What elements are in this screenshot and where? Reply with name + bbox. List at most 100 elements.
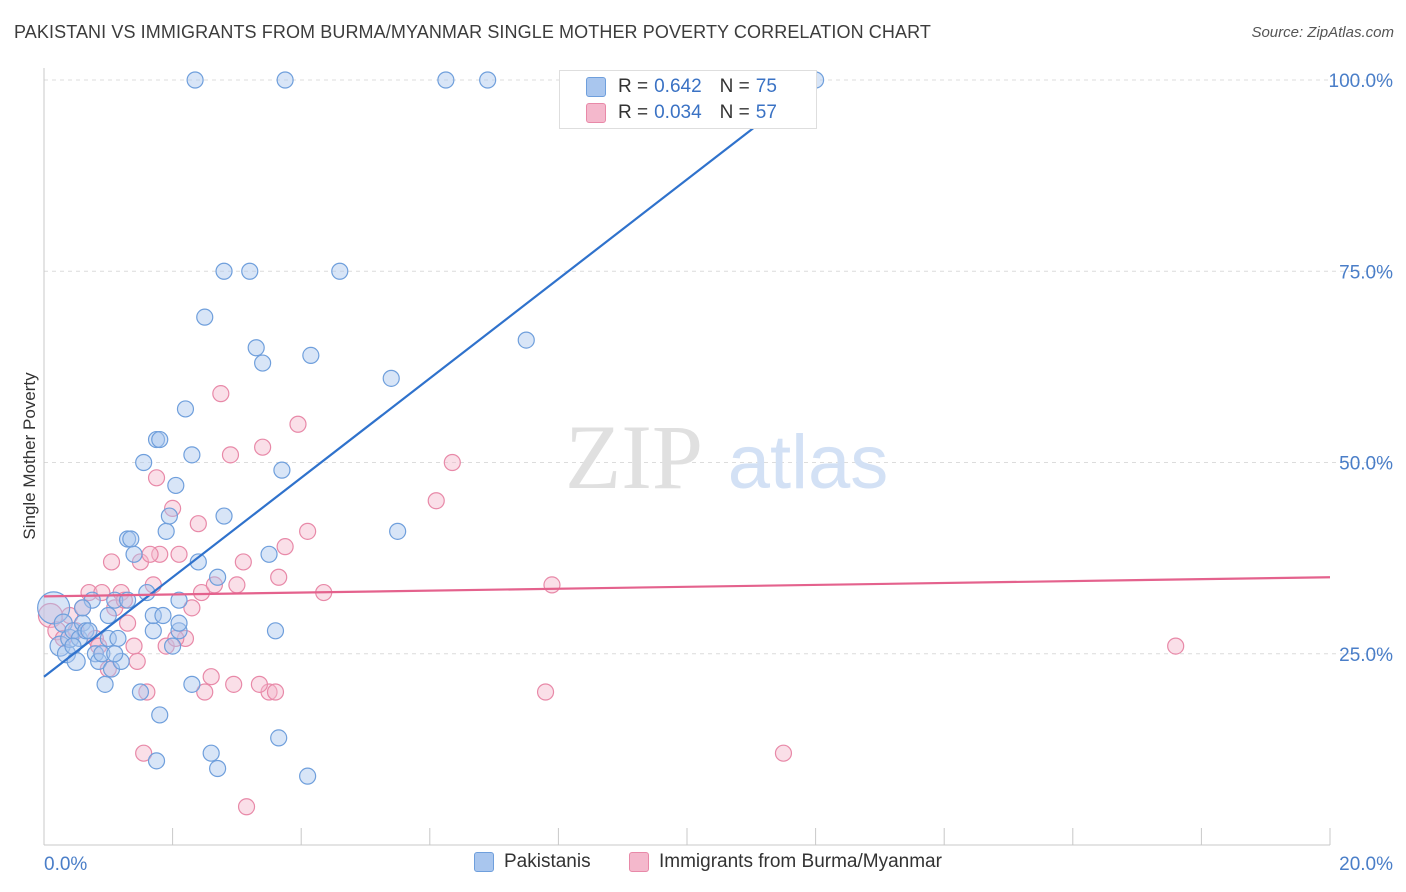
point-pakistanis [131,683,150,701]
point-pakistanis [209,759,227,778]
point-pakistanis [517,331,535,349]
y-axis-label: Single Mother Poverty [20,372,39,540]
legend-swatch-pink [629,852,649,872]
point-pakistanis [196,308,214,326]
point-burma [151,545,169,563]
x-tick-label: 20.0% [1339,854,1393,875]
watermark-zip: ZIP [565,406,703,508]
stats-n-label: N = [719,102,750,123]
y-tick-label: 100.0% [1329,71,1394,92]
point-pakistanis [276,71,294,89]
point-pakistanis [167,476,185,495]
stats-r-label: R = [618,76,649,97]
point-burma [147,469,166,487]
bottom-legend: Pakistanis Immigrants from Burma/Myanmar [0,851,1406,879]
point-burma [189,515,207,533]
point-pakistanis [151,430,169,449]
point-burma [183,599,201,617]
stats-r-value: 0.642 [654,76,702,97]
stats-n-label: N = [719,76,750,97]
point-burma [266,683,285,701]
point-pakistanis [160,507,178,525]
point-pakistanis [109,629,127,648]
stats-swatch-blue [586,77,606,97]
stats-n-value: 57 [755,102,777,123]
point-pakistanis [80,622,98,640]
point-pakistanis [73,599,92,617]
point-pakistanis [254,354,272,372]
point-burma [270,568,288,586]
point-pakistanis [99,606,117,625]
point-burma [774,744,793,762]
point-pakistanis [202,744,220,762]
tick-labels: 25.0% 50.0% 75.0% 100.0% 0.0% 20.0% [44,71,1393,875]
x-tick-label: 0.0% [44,854,87,875]
y-tick-label: 75.0% [1339,262,1393,283]
point-pakistanis [125,545,143,563]
trend-lines [43,79,1331,678]
legend-item-pakistanis[interactable]: Pakistanis [474,851,591,873]
point-pakistanis [122,530,140,548]
point-burma [225,675,243,693]
stats-row-burma: R = 0.034 N = 57 [586,100,777,126]
watermark-atlas: atlas [728,420,889,505]
stats-n-value: 75 [755,76,777,97]
point-burma [536,683,555,701]
point-pakistanis [215,262,233,280]
stats-r-label: R = [618,102,649,123]
point-burma [192,583,211,602]
axes [43,68,1331,846]
point-pakistanis [186,71,204,89]
point-pakistanis [389,522,407,540]
chart-title: PAKISTANI VS IMMIGRANTS FROM BURMA/MYANM… [14,22,931,42]
point-burma [170,545,188,563]
point-pakistanis [266,622,285,640]
point-burma [427,492,445,510]
point-pakistanis [183,675,201,693]
point-pakistanis [99,629,117,648]
series-pakistanis-points [37,71,825,785]
point-burma [237,798,256,816]
point-burma [125,637,143,655]
point-burma [228,576,246,594]
point-pakistanis [138,583,156,602]
point-pakistanis [93,645,111,663]
y-tick-label: 25.0% [1339,645,1393,666]
point-pakistanis [170,614,188,632]
point-burma [1167,637,1185,655]
point-pakistanis [215,507,233,525]
point-pakistanis [260,545,278,563]
point-burma [276,538,294,556]
point-burma [234,553,252,571]
point-pakistanis [331,262,349,280]
point-pakistanis [176,400,195,418]
point-burma [299,522,317,540]
point-pakistanis [183,446,201,464]
legend-item-burma[interactable]: Immigrants from Burma/Myanmar [629,851,942,873]
point-pakistanis [66,651,86,672]
point-pakistanis [382,369,400,387]
legend-label-pakistanis: Pakistanis [504,851,591,872]
trend-line-burma [43,576,1331,598]
y-tick-label: 50.0% [1339,454,1393,475]
point-pakistanis [106,645,124,663]
stats-row-pakistanis: R = 0.642 N = 75 [586,74,777,100]
point-pakistanis [189,553,207,571]
point-burma [118,614,137,632]
stats-legend: R = 0.642 N = 75 R = 0.034 N = 57 [559,70,817,129]
point-burma [138,683,156,701]
point-burma [141,545,159,563]
point-pakistanis [209,568,227,586]
point-pakistanis [479,71,497,89]
point-pakistanis [273,461,291,479]
point-burma [254,438,272,456]
point-pakistanis [157,522,175,540]
stats-swatch-pink [586,103,606,123]
stats-r-value: 0.034 [654,102,702,123]
source-credit: Source: ZipAtlas.com [1251,24,1394,41]
grid [44,79,1390,655]
point-pakistanis [144,622,162,640]
point-pakistanis [151,706,169,724]
point-burma [212,385,230,403]
